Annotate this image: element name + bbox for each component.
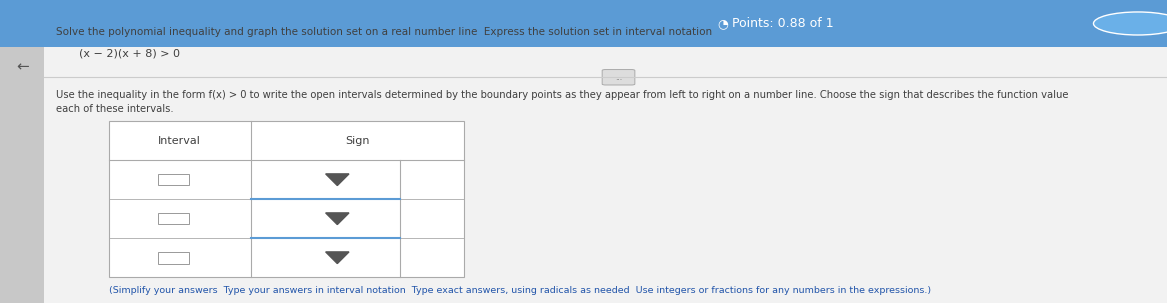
Circle shape [1093, 12, 1167, 35]
Text: Use the inequality in the form f(x) > 0 to write the open intervals determined b: Use the inequality in the form f(x) > 0 … [56, 90, 1069, 101]
Text: Interval: Interval [159, 136, 201, 146]
Bar [109, 121, 464, 277]
FancyBboxPatch shape [602, 69, 635, 85]
Text: Sign: Sign [345, 136, 370, 146]
Text: ◔: ◔ [718, 17, 728, 30]
Text: each of these intervals.: each of these intervals. [56, 104, 174, 114]
Text: Solve the polynomial inequality and graph the solution set on a real number line: Solve the polynomial inequality and grap… [56, 27, 712, 37]
Bar [44, 47, 1167, 303]
Polygon shape [326, 252, 349, 264]
Bar [159, 213, 189, 225]
Bar [159, 252, 189, 264]
Polygon shape [326, 174, 349, 185]
Polygon shape [326, 213, 349, 225]
Text: Points: 0.88 of 1: Points: 0.88 of 1 [732, 17, 833, 30]
Bar [159, 174, 189, 185]
Bar [0, 0, 1167, 47]
Text: ←: ← [16, 59, 28, 74]
Text: ...: ... [615, 73, 622, 82]
Text: (x − 2)(x + 8) > 0: (x − 2)(x + 8) > 0 [79, 48, 181, 58]
Bar [0, 47, 44, 303]
Text: (Simplify your answers  Type your answers in interval notation  Type exact answe: (Simplify your answers Type your answers… [109, 286, 930, 295]
